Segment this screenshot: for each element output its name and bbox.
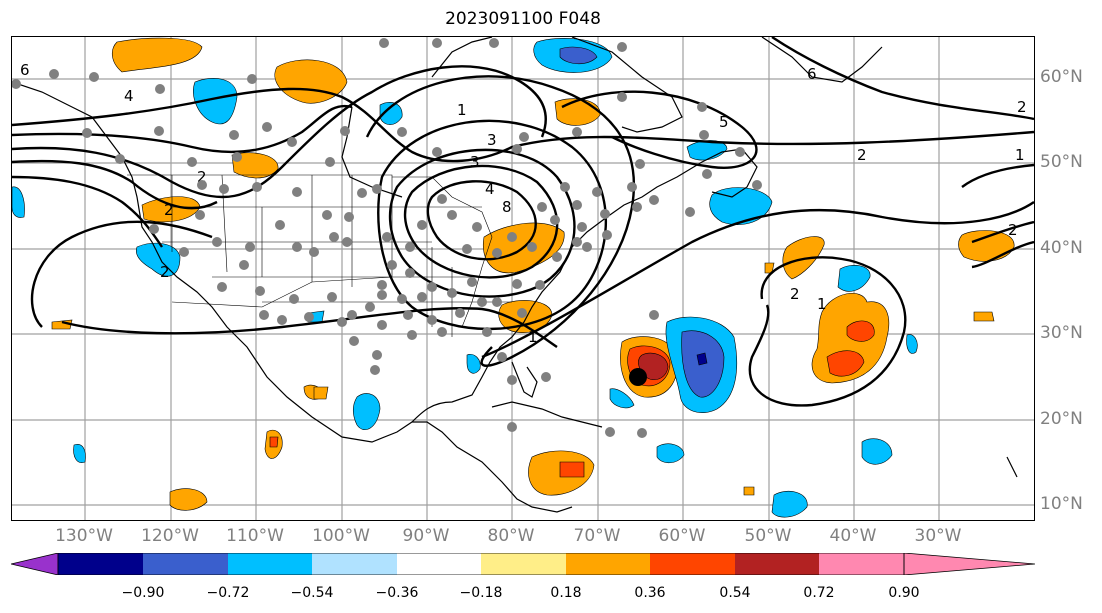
- lon-label: 50°W: [744, 526, 792, 546]
- lon-label: 120°W: [141, 526, 199, 546]
- contour-label: 6: [20, 61, 30, 79]
- lat-label: 10°N: [1040, 494, 1083, 514]
- lon-label: 80°W: [487, 526, 535, 546]
- contour-label: 8: [502, 198, 512, 216]
- colorbar-tick-label: −0.72: [206, 585, 250, 601]
- contour-label: 3: [487, 131, 497, 149]
- contour-label: 1: [1015, 146, 1025, 164]
- colorbar-tick-label: −0.54: [290, 585, 334, 601]
- storm-center-marker: [629, 368, 647, 386]
- contour-label: 4: [124, 87, 134, 105]
- colorbar-extend-min: [11, 553, 59, 575]
- contour-label: 4: [485, 180, 495, 198]
- contour-label: 2: [790, 285, 800, 303]
- lat-label: 20°N: [1040, 409, 1083, 429]
- chart-title: 2023091100 F048: [445, 9, 601, 29]
- colorbar-segment: [397, 553, 481, 575]
- map-panel: 6 6 4 2 2 2 1 3 3 4 8 1 5 2 1 2 1 2 2: [11, 36, 1035, 521]
- map-canvas: 6 6 4 2 2 2 1 3 3 4 8 1 5 2 1 2 1 2 2: [12, 37, 1034, 520]
- contour-label: 2: [1017, 98, 1027, 116]
- stations: [12, 38, 762, 438]
- lon-label: 90°W: [402, 526, 450, 546]
- contour-labels: 6 6 4 2 2 2 1 3 3 4 8 1 5 2 1 2 1 2 2: [20, 61, 1027, 346]
- contour-label: 2: [857, 146, 867, 164]
- colorbar-segment: [312, 553, 397, 575]
- colorbar-segment: [650, 553, 735, 575]
- colorbar-outline: [57, 553, 905, 575]
- colorbar-segment: [143, 553, 228, 575]
- colorbar-segment: [58, 553, 143, 575]
- contour-label: 1: [457, 101, 467, 119]
- contour-label: 2: [160, 263, 170, 281]
- lon-label: 40°W: [829, 526, 877, 546]
- lon-label: 70°W: [573, 526, 621, 546]
- colorbar-tick-label: 0.54: [719, 585, 751, 601]
- lon-label: 100°W: [312, 526, 370, 546]
- lat-label: 60°N: [1040, 67, 1083, 87]
- lon-label: 60°W: [658, 526, 706, 546]
- lon-label: 30°W: [914, 526, 962, 546]
- contour-label: 2: [197, 168, 207, 186]
- lat-label: 50°N: [1040, 152, 1083, 172]
- contour-label: 2: [1008, 221, 1018, 239]
- colorbar-tick-label: 0.36: [634, 585, 666, 601]
- colorbar-segment: [228, 553, 312, 575]
- colorbar-tick-label: 0.72: [803, 585, 835, 601]
- contour-label: 5: [719, 113, 729, 131]
- lat-label: 30°N: [1040, 323, 1083, 343]
- lat-label: 40°N: [1040, 238, 1083, 258]
- colorbar-extend-max: [903, 553, 1035, 575]
- colorbar-segment: [481, 553, 566, 575]
- contour-label: 3: [470, 153, 480, 171]
- contour-label: 6: [807, 65, 817, 83]
- lon-label: 130°W: [55, 526, 113, 546]
- colorbar-tick-label: −0.90: [121, 585, 165, 601]
- colorbar-segment: [819, 553, 904, 575]
- colorbar-tick-label: −0.18: [459, 585, 503, 601]
- colorbar: [11, 553, 1035, 575]
- lon-label: 110°W: [226, 526, 284, 546]
- contour-label: 1: [817, 295, 827, 313]
- contour-label: 1: [528, 328, 538, 346]
- colorbar-tick-label: −0.36: [375, 585, 419, 601]
- contour-label: 2: [164, 201, 174, 219]
- colorbar-tick-label: 0.90: [888, 585, 920, 601]
- colorbar-segment: [566, 553, 650, 575]
- colorbar-segment: [735, 553, 819, 575]
- colorbar-tick-label: 0.18: [550, 585, 582, 601]
